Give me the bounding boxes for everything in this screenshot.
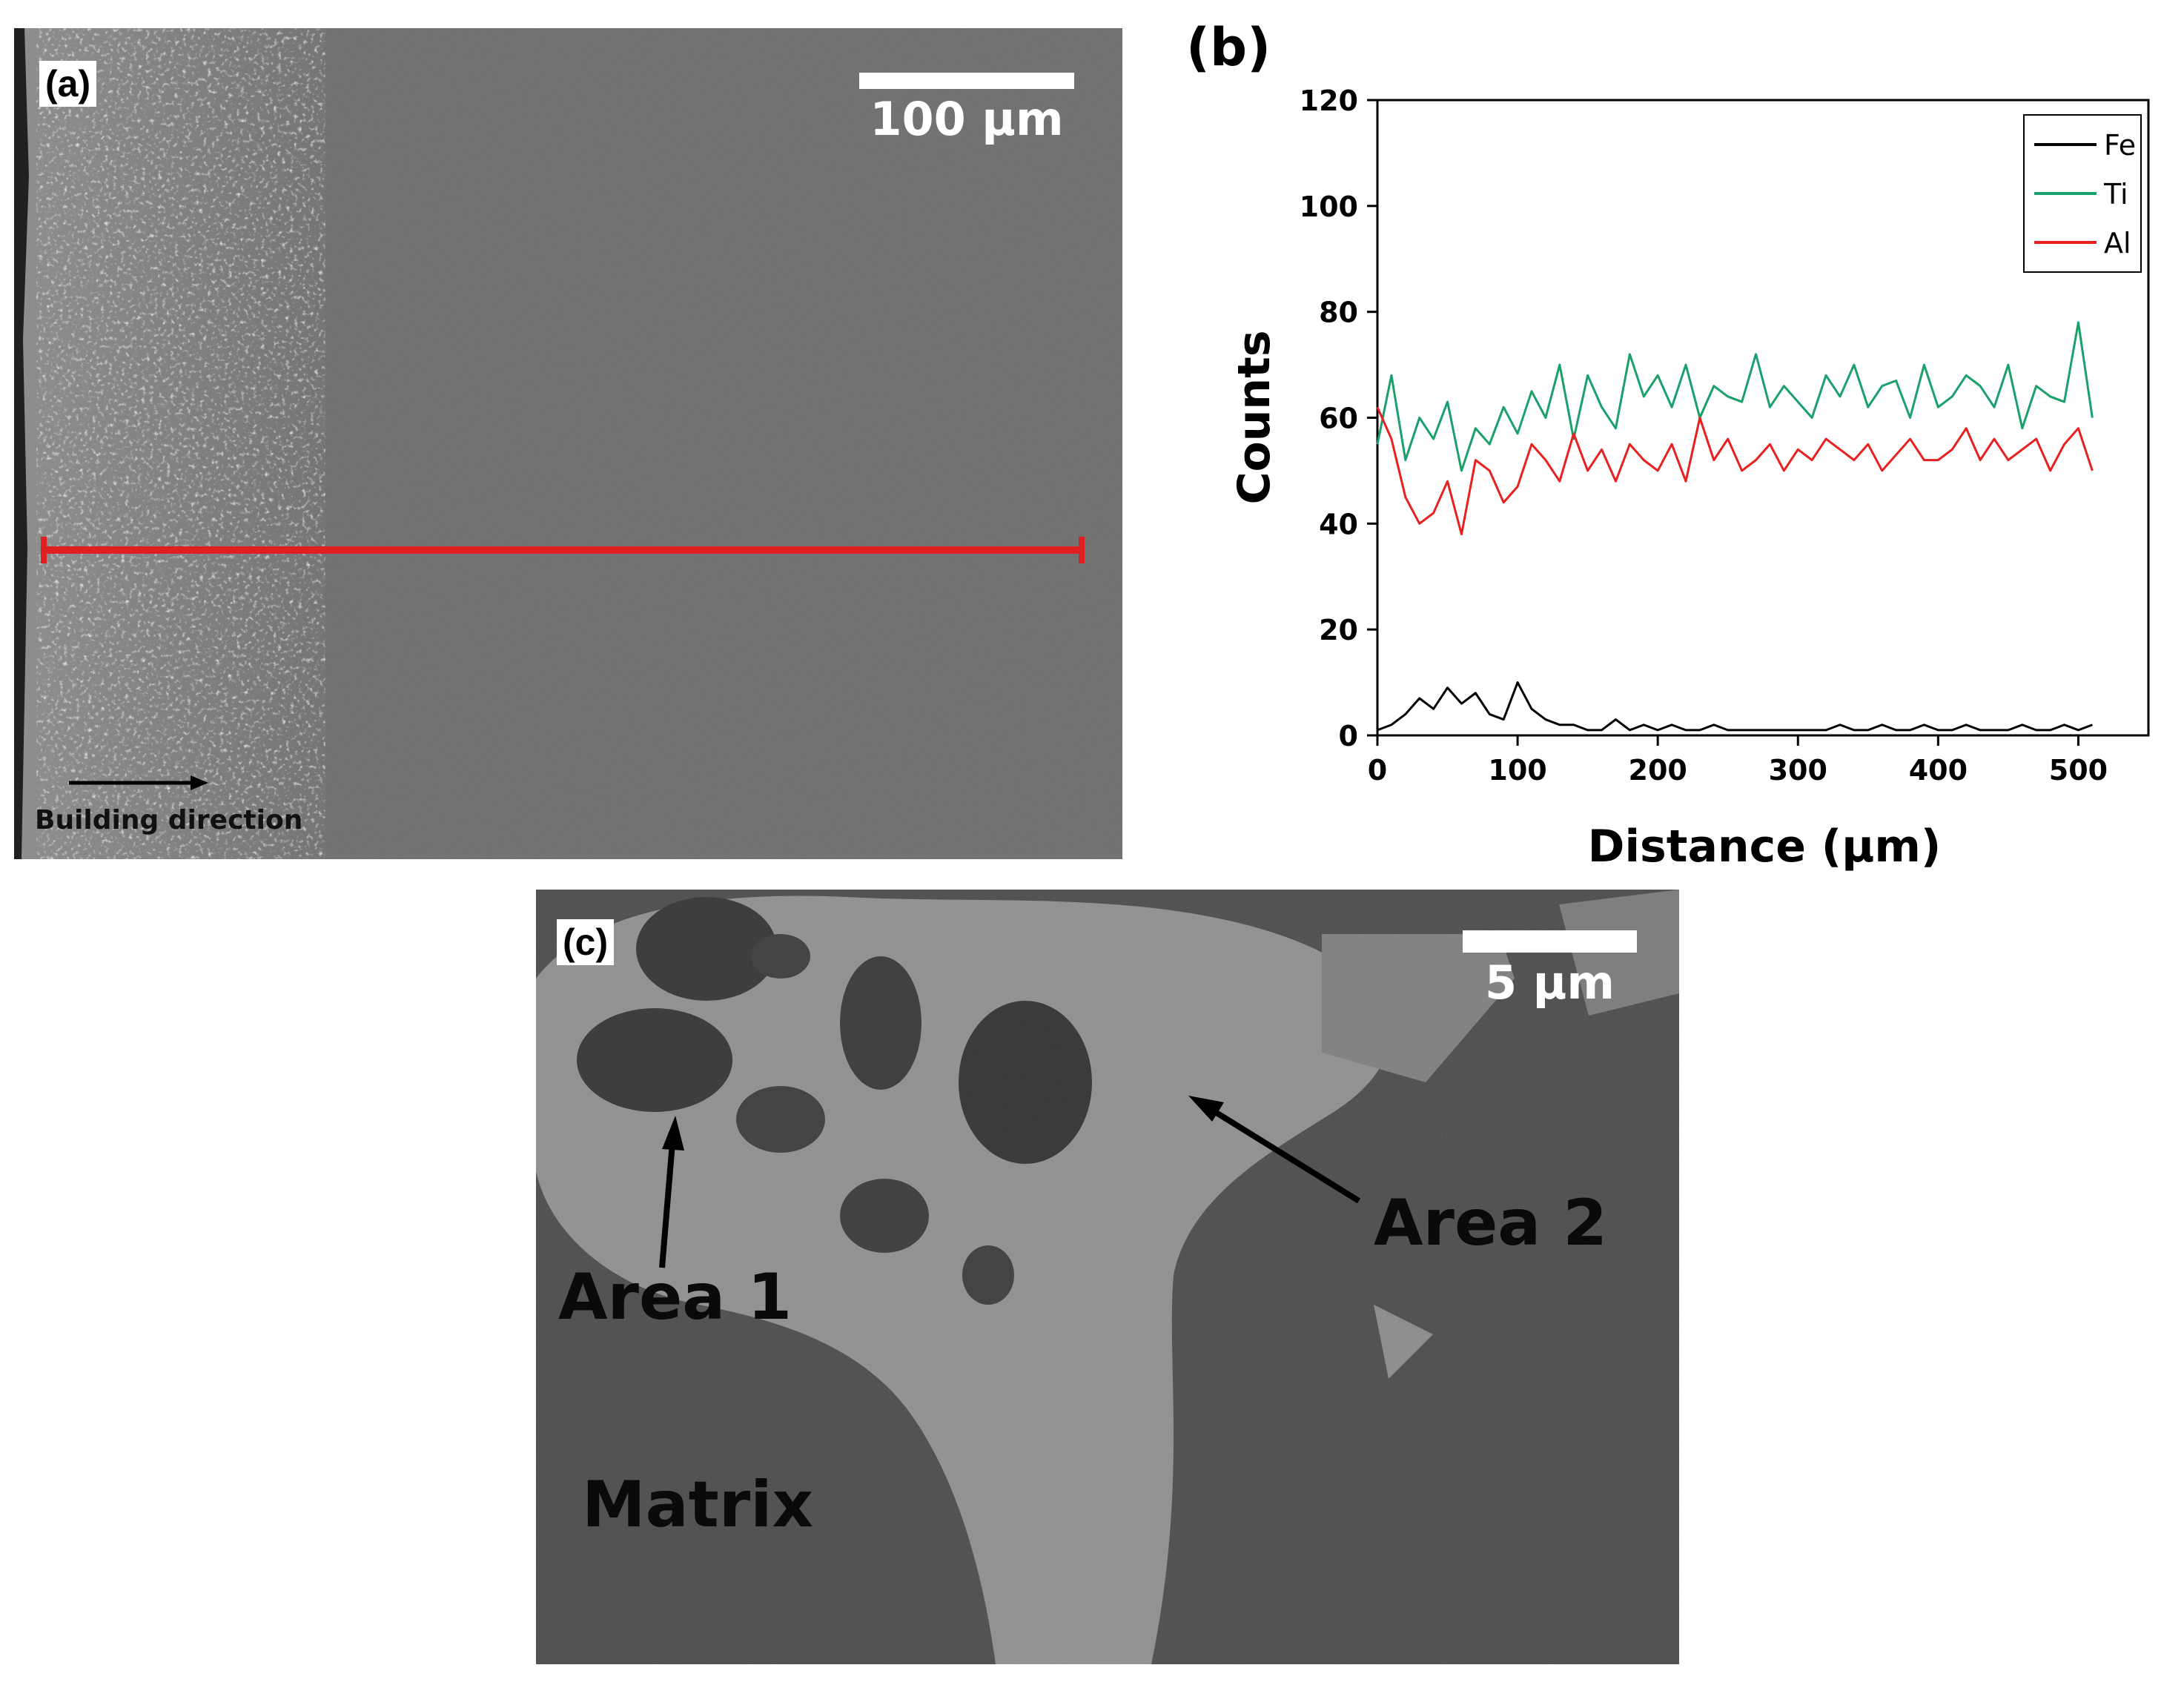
line-scan-chart: (b) 0 20 40 60 80 100 120 0 100 200 300 400 500 Cou… (1186, 17, 2150, 873)
panel-a-label: (a) (39, 61, 97, 107)
x-tick-label: 200 (1629, 754, 1687, 787)
line-scan-overlay (41, 537, 1085, 790)
series-line-fe (1377, 681, 2093, 732)
series-lines (1376, 321, 2094, 732)
y-axis-ticks: 0 20 40 60 80 100 120 (1300, 85, 1377, 752)
scale-bar-a: 100 μm (859, 73, 1074, 146)
y-tick-label: 80 (1319, 297, 1358, 329)
x-tick-label: 400 (1909, 754, 1968, 787)
scale-bar-a-text: 100 μm (870, 92, 1064, 146)
sem-image-c: (c) 5 μm Area 1 Area 2 Matrix (536, 890, 1679, 1664)
x-axis-ticks: 0 100 200 300 400 500 (1368, 735, 2108, 787)
sem-image-a: (a) 100 μm Building direction (14, 28, 1122, 859)
series-line-al (1376, 406, 2094, 536)
legend-label-al: Al (2104, 227, 2131, 259)
y-tick-label: 40 (1319, 508, 1358, 540)
series-line-ti (1376, 321, 2094, 472)
scale-bar-a-bar (859, 73, 1074, 89)
y-tick-label: 100 (1300, 191, 1358, 223)
legend-label-ti: Ti (2103, 178, 2128, 211)
sem-image-c-texture (536, 890, 1679, 1664)
panel-b-label: (b) (1186, 17, 1271, 78)
y-tick-label: 120 (1300, 85, 1358, 117)
legend-label-fe: Fe (2104, 129, 2136, 162)
x-tick-label: 0 (1368, 754, 1387, 787)
building-direction-arrow-head (191, 775, 208, 790)
x-tick-label: 300 (1769, 754, 1827, 787)
scale-bar-c-text: 5 μm (1485, 956, 1615, 1010)
x-tick-label: 100 (1488, 754, 1546, 787)
area-1-arrow-head (662, 1116, 684, 1151)
x-axis-label: Distance (μm) (1588, 821, 1942, 873)
scale-bar-c: 5 μm (1463, 930, 1637, 1010)
y-tick-label: 60 (1319, 403, 1358, 435)
matrix-label: Matrix (582, 1468, 814, 1542)
area-1-label: Area 1 (558, 1260, 792, 1334)
y-tick-label: 0 (1339, 720, 1358, 752)
sem-image-a-texture (14, 28, 1122, 859)
area-2-label: Area 2 (1374, 1186, 1608, 1260)
x-tick-label: 500 (2049, 754, 2108, 787)
y-tick-label: 20 (1319, 614, 1358, 646)
y-axis-label: Counts (1228, 330, 1280, 504)
scale-bar-c-bar (1463, 930, 1637, 953)
chart-legend: Fe Ti Al (2023, 114, 2142, 273)
panel-c-label: (c) (557, 919, 615, 965)
building-direction-label: Building direction (35, 805, 303, 835)
area-2-arrow-shaft (1201, 1102, 1361, 1204)
area-2-arrow-head (1188, 1096, 1224, 1122)
area-1-arrow-shaft (659, 1133, 676, 1268)
